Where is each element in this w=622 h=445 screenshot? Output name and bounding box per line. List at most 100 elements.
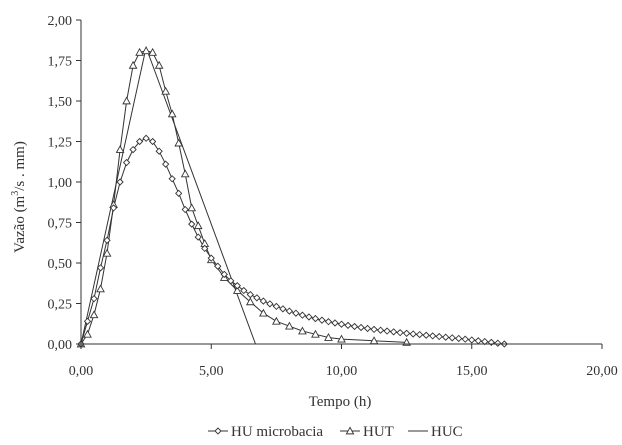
- legend-label-huc: HUC: [431, 424, 463, 440]
- data-point-hu-microbacia: [370, 325, 378, 334]
- data-point-hu-microbacia: [292, 309, 300, 317]
- data-point-hu-microbacia: [435, 332, 443, 341]
- data-point-hu-microbacia: [389, 328, 398, 336]
- data-point-hu-microbacia: [259, 297, 267, 305]
- x-tick-label: 5,00: [199, 364, 224, 379]
- data-point-hu-microbacia: [142, 134, 150, 142]
- data-point-hu-microbacia: [383, 327, 391, 335]
- data-point-hu-microbacia: [155, 147, 163, 155]
- legend-item-hu-microbacia: HU microbacia: [208, 424, 323, 440]
- data-point-hut: [245, 297, 255, 306]
- data-point-hut: [83, 329, 92, 338]
- data-point-hut: [135, 47, 144, 56]
- data-point-hu-microbacia: [103, 236, 111, 244]
- data-point-hu-microbacia: [429, 332, 437, 340]
- svg-text:Vazão (m3/s . mm): Vazão (m3/s . mm): [10, 141, 28, 253]
- data-point-hut: [148, 47, 158, 56]
- legend-marker-hu-microbacia: [214, 427, 222, 435]
- data-point-hu-microbacia: [318, 316, 326, 324]
- y-axis-title-main: Vazão (m: [12, 195, 28, 252]
- data-point-hu-microbacia: [474, 337, 482, 345]
- y-tick-label: 1,50: [48, 95, 73, 110]
- data-point-hu-microbacia: [181, 205, 189, 214]
- data-point-hut: [122, 96, 131, 105]
- data-point-hu-microbacia: [337, 320, 346, 328]
- legend: HU microbacia HUT HUC: [208, 424, 463, 440]
- data-point-hu-microbacia: [96, 264, 105, 272]
- x-tick-label: 15,00: [456, 364, 488, 379]
- data-point-hut: [115, 145, 125, 153]
- data-point-hu-microbacia: [311, 314, 320, 323]
- data-point-hu-microbacia: [402, 329, 411, 337]
- data-point-hu-microbacia: [422, 331, 430, 339]
- data-point-hu-microbacia: [227, 277, 235, 285]
- data-point-hu-microbacia: [266, 300, 274, 308]
- data-point-hu-microbacia: [298, 311, 307, 319]
- data-point-hut: [141, 46, 151, 55]
- legend-marker-hut: [345, 426, 355, 435]
- x-tick-label: 20,00: [586, 364, 618, 379]
- y-axis-title-tail: /s . mm): [12, 141, 28, 191]
- data-point-hut: [324, 332, 333, 341]
- data-point-hut: [128, 60, 138, 69]
- data-point-hu-microbacia: [350, 322, 359, 331]
- data-point-hu-microbacia: [396, 329, 404, 337]
- axes: 0,00 0,25 0,50 0,75 1,00 1,25 1,50 1,75 2,00 0,00…: [48, 14, 618, 379]
- data-point-hut: [174, 138, 184, 147]
- data-point-hu-microbacia: [324, 318, 333, 326]
- x-axis-title: Tempo (h): [309, 394, 372, 410]
- data-point-hu-microbacia: [194, 233, 202, 241]
- data-point-hu-microbacia: [162, 160, 170, 168]
- data-point-hu-microbacia: [461, 335, 469, 343]
- data-point-hu-microbacia: [357, 323, 365, 332]
- data-point-hut: [272, 316, 281, 325]
- data-point-hu-microbacia: [109, 204, 118, 212]
- data-point-hu-microbacia: [207, 254, 215, 262]
- data-point-hut: [167, 109, 177, 118]
- data-point-hu-microbacia: [122, 158, 131, 167]
- legend-item-hut: HUT: [340, 424, 394, 440]
- data-point-hu-microbacia: [129, 145, 137, 154]
- y-axis-title-superscript: 3: [10, 191, 21, 196]
- y-tick-label: 1,25: [48, 136, 73, 151]
- data-point-hu-microbacia: [168, 175, 176, 183]
- data-point-hut: [96, 284, 105, 293]
- data-point-hu-microbacia: [149, 137, 157, 146]
- data-point-hu-microbacia: [468, 336, 476, 344]
- legend-label-hu-microbacia: HU microbacia: [231, 424, 323, 440]
- y-tick-label: 0,00: [48, 338, 73, 353]
- y-tick-label: 0,75: [48, 217, 73, 232]
- y-tick-label: 2,00: [48, 14, 73, 29]
- data-point-hut: [232, 286, 242, 294]
- data-point-hu-microbacia: [188, 220, 196, 228]
- data-point-hu-microbacia: [220, 270, 228, 278]
- data-point-hu-microbacia: [331, 319, 339, 327]
- plot-area: [76, 45, 508, 348]
- data-point-hu-microbacia: [409, 330, 417, 338]
- data-point-hu-microbacia: [455, 334, 463, 343]
- data-point-hut: [337, 334, 346, 343]
- data-point-hu-microbacia: [279, 305, 287, 313]
- data-point-hu-microbacia: [305, 313, 313, 321]
- x-tick-label: 0,00: [69, 364, 94, 379]
- data-point-hut: [187, 203, 197, 212]
- data-point-hu-microbacia: [363, 324, 372, 333]
- data-point-hu-microbacia: [246, 290, 254, 299]
- data-point-hu-microbacia: [416, 330, 424, 339]
- data-point-hu-microbacia: [214, 262, 222, 270]
- data-point-hut: [154, 60, 164, 69]
- series-line-hut: [80, 50, 407, 345]
- x-tick-label: 10,00: [326, 364, 358, 379]
- data-point-hu-microbacia: [448, 334, 456, 342]
- data-point-hut: [298, 326, 307, 335]
- data-point-hu-microbacia: [481, 337, 489, 346]
- data-point-hu-microbacia: [240, 286, 248, 295]
- legend-item-huc: HUC: [408, 424, 463, 440]
- data-point-hu-microbacia: [285, 307, 294, 315]
- y-tick-label: 1,75: [48, 55, 73, 70]
- data-point-hu-microbacia: [344, 321, 352, 330]
- data-point-hu-microbacia: [376, 326, 385, 334]
- y-tick-label: 0,25: [48, 298, 73, 313]
- y-tick-label: 0,50: [48, 257, 73, 272]
